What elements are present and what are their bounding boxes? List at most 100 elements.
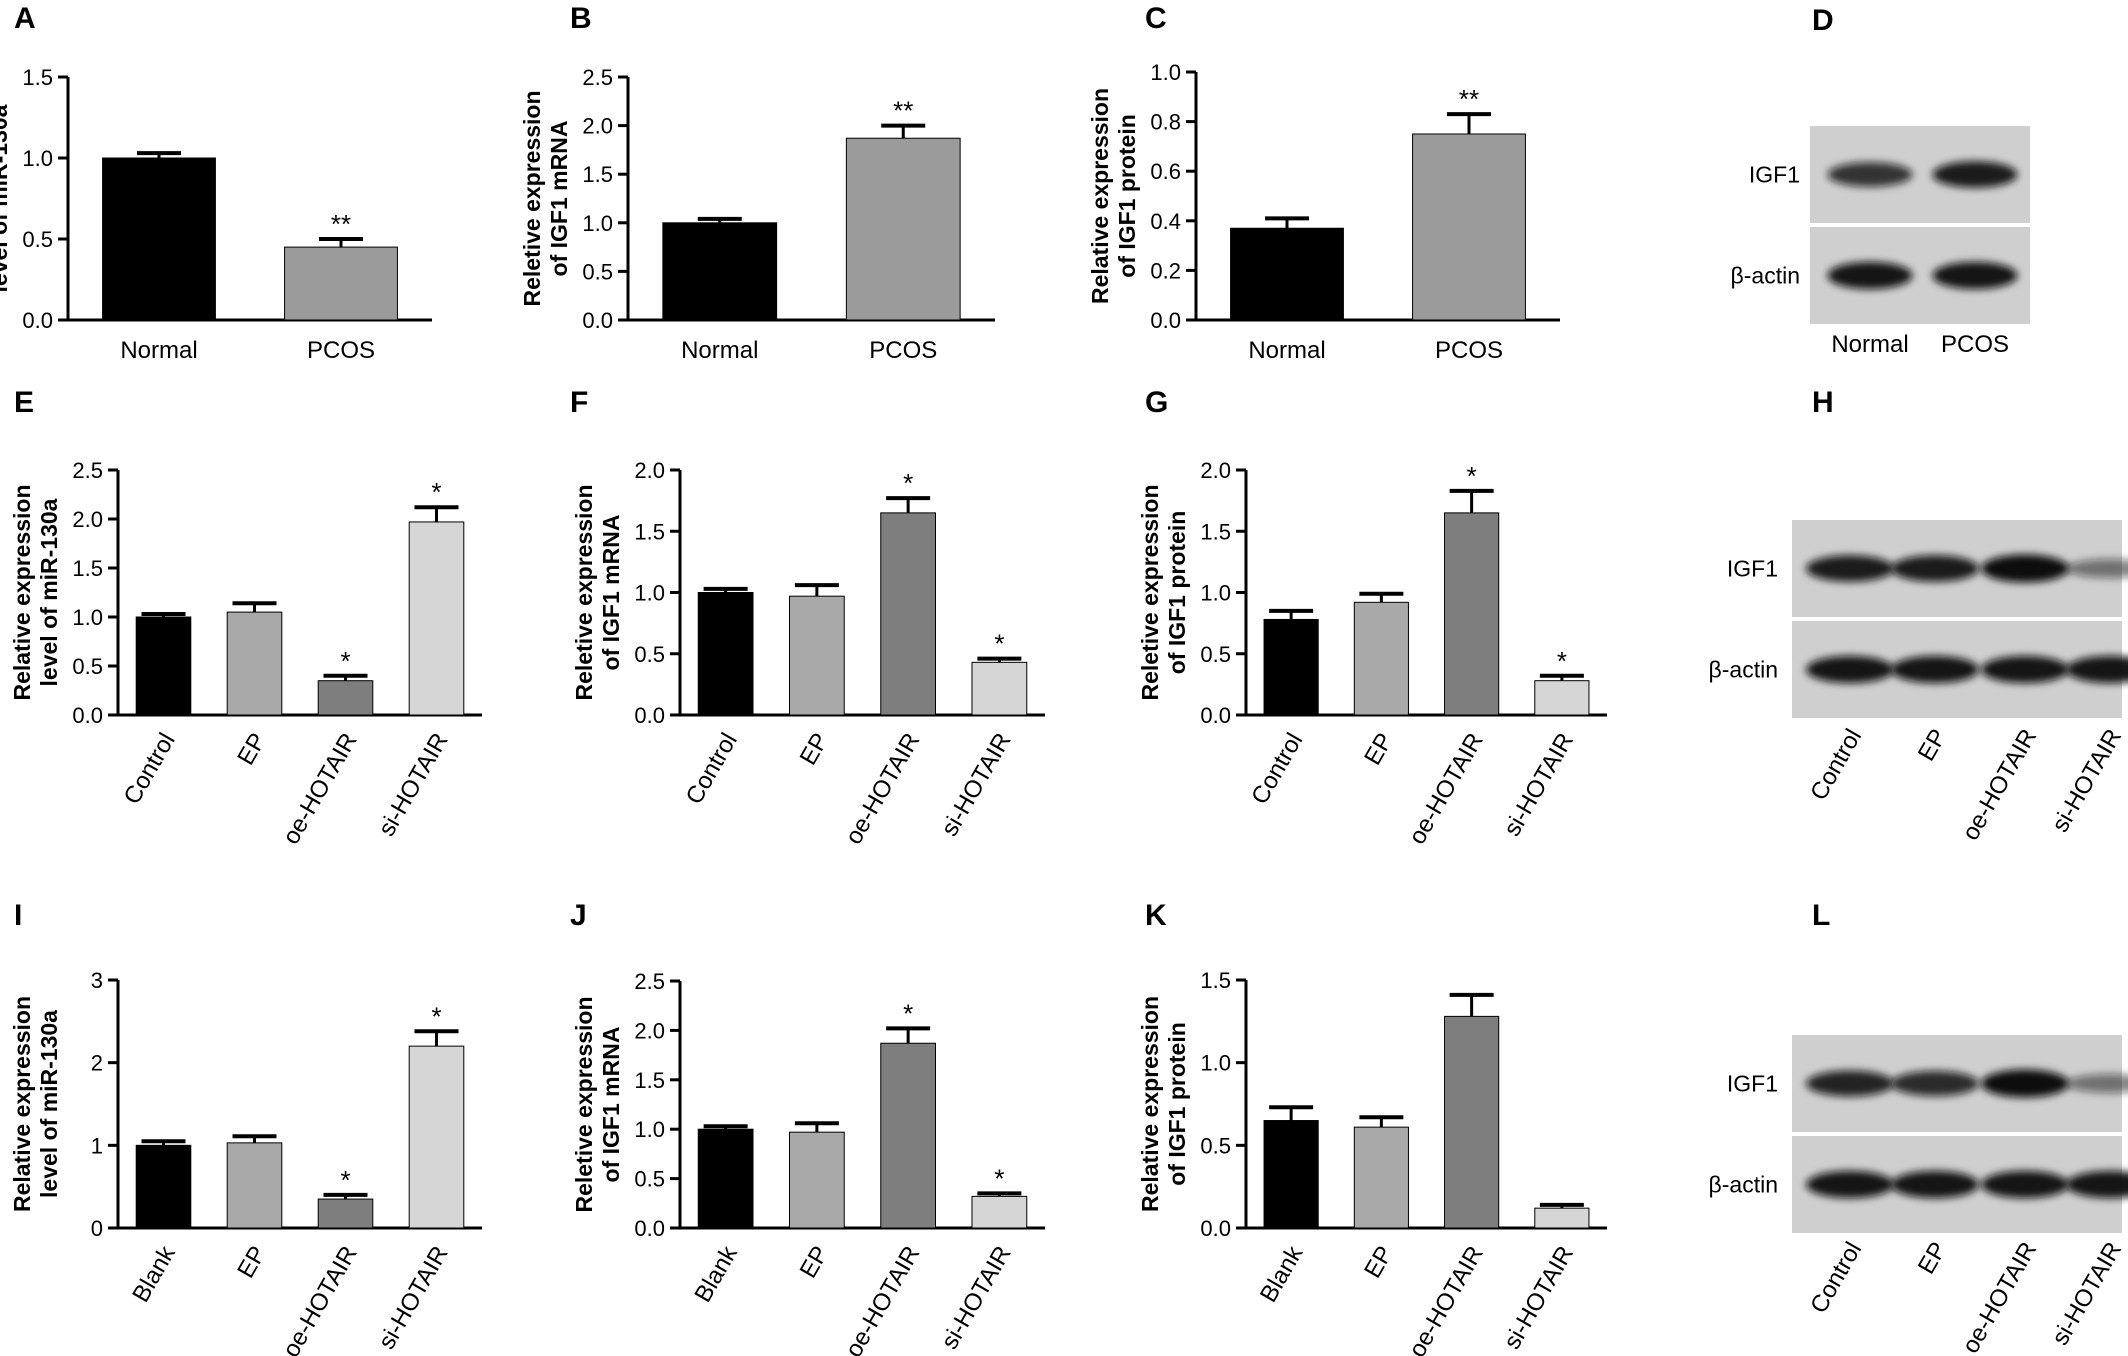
bar-control	[697, 592, 754, 716]
y-tick-label: 0.0	[1150, 308, 1181, 333]
blot-panel-l: L IGF1 β-actin Control EP oe-HOTAIR si-HOTAIR	[1709, 899, 2128, 1356]
y-tick-label: 0.5	[634, 1167, 665, 1192]
blot-panel-d: D IGF1 β-actin Normal PCOS	[1731, 4, 2030, 358]
x-category-label: EP	[795, 1242, 834, 1283]
significance-marker: *	[1557, 646, 1567, 676]
y-tick-label: 2.0	[634, 1018, 665, 1043]
x-category-label: si-HOTAIR	[1499, 1242, 1579, 1354]
blot-lane-label: Control	[1805, 725, 1867, 806]
significance-marker: *	[431, 1001, 441, 1031]
panel-letter: D	[1812, 4, 1834, 37]
significance-marker: **	[893, 96, 913, 126]
y-tick-label: 2.0	[1200, 458, 1231, 483]
x-category-label: si-HOTAIR	[936, 729, 1016, 841]
bar-ep	[1353, 1126, 1409, 1229]
bar-pcos	[845, 137, 961, 321]
significance-marker: *	[340, 1165, 350, 1195]
y-tick-label: 1.0	[72, 605, 103, 630]
y-axis-label: level of miR-130a	[36, 498, 62, 686]
y-tick-label: 1.0	[22, 146, 53, 171]
y-tick-label: 2.0	[634, 458, 665, 483]
significance-marker: *	[431, 477, 441, 507]
bar-blank	[1263, 1120, 1319, 1229]
panel-letter: L	[1812, 899, 1830, 932]
x-category-label: PCOS	[1435, 337, 1503, 364]
y-axis-label: Relative expression	[1087, 88, 1113, 304]
x-category-label: oe-HOTAIR	[840, 729, 925, 850]
x-category-label: oe-HOTAIR	[278, 1242, 363, 1356]
blot-row-label: IGF1	[1727, 556, 1778, 582]
significance-marker: *	[1467, 461, 1477, 491]
y-tick-label: 0.5	[582, 259, 613, 284]
x-category-label: EP	[1359, 1242, 1398, 1283]
blots-layer: D IGF1 β-actin Normal PCOS H IGF1 β-actin Contro…	[1709, 4, 2128, 1356]
x-category-label: oe-HOTAIR	[1404, 729, 1489, 850]
y-axis-label: of IGF1 mRNA	[598, 1027, 624, 1183]
y-tick-label: 0.0	[582, 308, 613, 333]
blot-band	[2066, 1074, 2128, 1093]
y-tick-label: 0	[91, 1216, 103, 1241]
y-axis-label: Relative expression	[1137, 996, 1163, 1212]
y-axis-label: of IGF1 mRNA	[598, 515, 624, 671]
blot-band	[2066, 1170, 2128, 1199]
bar-ep	[226, 611, 283, 716]
blot-lane-label: si-HOTAIR	[2047, 1238, 2127, 1350]
y-axis-label: of IGF1 protein	[1164, 511, 1190, 675]
chart-panel-c: C 0.0 0.2 0.4 0.6 0.8 1.0 Relative expression of…	[1087, 2, 1560, 364]
blot-band	[1891, 1170, 1979, 1199]
y-tick-label: 0.0	[1200, 1216, 1231, 1241]
y-axis-label: Reletive expression	[571, 484, 597, 700]
significance-marker: **	[1459, 84, 1479, 114]
y-axis-label: of IGF1 mRNA	[546, 121, 572, 277]
blot-band	[1981, 1170, 2069, 1199]
blot-lane-label: si-HOTAIR	[2047, 725, 2127, 837]
blot-band	[1827, 261, 1913, 290]
y-tick-label: 1.5	[1200, 968, 1231, 993]
y-tick-label: 0.0	[634, 703, 665, 728]
significance-marker: *	[340, 646, 350, 676]
blot-band	[1981, 1069, 2069, 1098]
y-tick-label: 0.5	[1200, 642, 1231, 667]
bar-control	[135, 616, 192, 716]
blot-row-label: β-actin	[1731, 263, 1800, 289]
x-category-label: Normal	[120, 337, 197, 364]
y-tick-label: 0.4	[1150, 209, 1181, 234]
panel-letter: K	[1145, 899, 1167, 932]
bar-pcos	[284, 246, 398, 321]
y-tick-label: 2	[91, 1051, 103, 1076]
blot-band	[1932, 161, 2018, 188]
y-axis-label: of IGF1 protein	[1114, 114, 1140, 278]
y-tick-label: 2.0	[582, 114, 613, 139]
blot-row-label: β-actin	[1709, 657, 1778, 683]
blot-lane-label: Normal	[1831, 331, 1908, 358]
y-tick-label: 1.5	[634, 519, 665, 544]
y-tick-label: 3	[91, 968, 103, 993]
bar-normal	[1230, 227, 1344, 321]
blot-lane-label: PCOS	[1941, 331, 2009, 358]
bar-blank	[135, 1144, 192, 1229]
blot-lane-label: EP	[1913, 1238, 1952, 1279]
y-axis-label: Reletive expression	[519, 90, 545, 306]
y-tick-label: 1.0	[634, 1117, 665, 1142]
x-category-label: Blank	[1255, 1241, 1309, 1307]
x-category-label: Normal	[1248, 337, 1325, 364]
y-tick-label: 2.5	[72, 458, 103, 483]
blot-lane-label: EP	[1913, 725, 1952, 766]
bar-oe-hotair	[317, 1198, 374, 1229]
x-category-label: oe-HOTAIR	[840, 1242, 925, 1356]
chart-panel-k: K 0.0 0.5 1.0 1.5 Relative expression of IGF1 …	[1137, 899, 1607, 1356]
bar-ep	[1353, 601, 1409, 716]
blot-row-label: IGF1	[1749, 162, 1800, 188]
y-tick-label: 0.8	[1150, 110, 1181, 135]
bar-oe-hotair	[880, 512, 936, 716]
bar-si-hotair	[408, 521, 465, 716]
bar-oe-hotair	[880, 1042, 936, 1229]
chart-panel-i: I 0 1 2 3 Relative expression level of miR-130…	[9, 899, 482, 1356]
chart-panel-f: F 0.0 0.5 1.0 1.5 2.0 Reletive expression of IG…	[570, 386, 1045, 849]
y-tick-label: 0.0	[634, 1216, 665, 1241]
y-tick-label: 0.5	[1200, 1133, 1231, 1158]
blot-band	[1981, 655, 2069, 684]
panel-letter: G	[1145, 386, 1168, 419]
x-category-label: PCOS	[869, 337, 937, 364]
